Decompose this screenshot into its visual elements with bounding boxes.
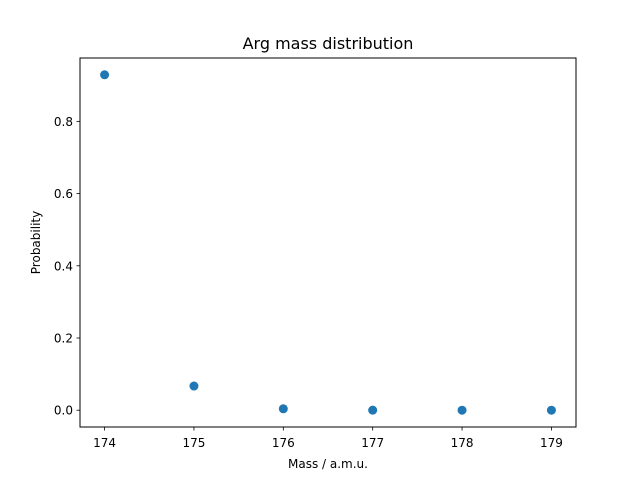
x-tick-label: 179: [540, 436, 563, 450]
y-tick-label: 0.0: [54, 404, 73, 418]
data-point: [368, 405, 378, 415]
x-axis-label: Mass / a.m.u.: [288, 457, 368, 471]
y-tick-label: 0.4: [54, 259, 73, 273]
x-tick-label: 175: [182, 436, 205, 450]
chart-title: Arg mass distribution: [243, 34, 414, 53]
plot-area-frame: [79, 57, 577, 428]
x-tick-label: 174: [93, 436, 116, 450]
data-points: [100, 70, 556, 415]
y-axis-ticks: 0.0 0.2 0.4 0.6 0.8: [54, 115, 80, 418]
data-point: [278, 404, 288, 414]
data-point: [457, 405, 467, 415]
y-tick-label: 0.6: [54, 187, 73, 201]
data-point: [189, 381, 199, 391]
x-tick-label: 176: [272, 436, 295, 450]
data-point: [100, 70, 110, 80]
data-point: [546, 405, 556, 415]
x-axis-ticks: 174 175 176 177 178 179: [93, 427, 563, 450]
y-tick-label: 0.2: [54, 331, 73, 345]
x-tick-label: 177: [361, 436, 384, 450]
y-tick-label: 0.8: [54, 115, 73, 129]
x-tick-label: 178: [451, 436, 474, 450]
y-axis-label: Probability: [29, 211, 43, 274]
